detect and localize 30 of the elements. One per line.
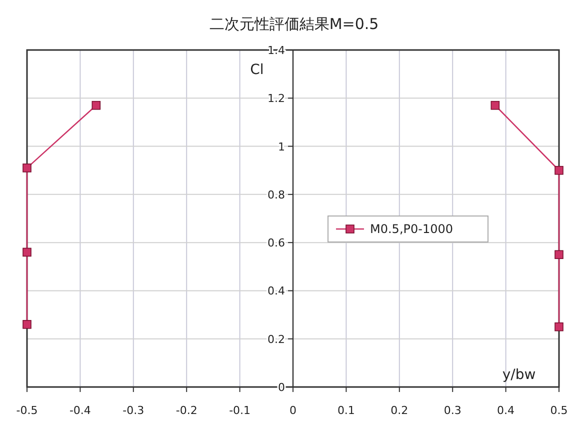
y-tick-label: 0.2 <box>268 332 285 346</box>
x-tick-label: -0.4 <box>69 404 91 417</box>
y-tick-label: 1 <box>278 140 285 154</box>
point <box>22 320 32 329</box>
legend-label: M0.5,P0-1000 <box>370 222 453 236</box>
y-tick-label: 0.4 <box>268 284 285 298</box>
y-tick-label: 1.2 <box>268 92 285 106</box>
x-tick-label: 0.5 <box>550 404 568 417</box>
x-tick-label: -0.1 <box>229 404 251 417</box>
y-tick-label: 0.8 <box>268 188 285 202</box>
chart-title: 二次元性評価結果M=0.5 <box>209 15 379 33</box>
x-tick-label: 0.3 <box>444 404 462 417</box>
point <box>22 164 32 172</box>
point <box>554 166 564 175</box>
x-axis-title: y/bw <box>502 367 536 383</box>
x-tick-label: 0 <box>290 404 296 417</box>
point <box>554 322 564 332</box>
x-tick-label: -0.2 <box>176 404 198 417</box>
point <box>92 100 101 110</box>
y-tick-label: 0.6 <box>268 236 285 250</box>
point <box>490 100 500 110</box>
legend: M0.5,P0-1000 <box>328 216 488 242</box>
x-tick-label: 0.1 <box>337 404 355 417</box>
x-tick-label: -0.5 <box>16 404 38 417</box>
x-tick-label: -0.3 <box>122 404 144 417</box>
point <box>22 248 32 257</box>
point <box>554 250 564 260</box>
x-tick-label: 0.2 <box>390 404 408 417</box>
x-tick-label: 0.4 <box>497 404 515 417</box>
y-axis-title: Cl <box>250 62 264 78</box>
